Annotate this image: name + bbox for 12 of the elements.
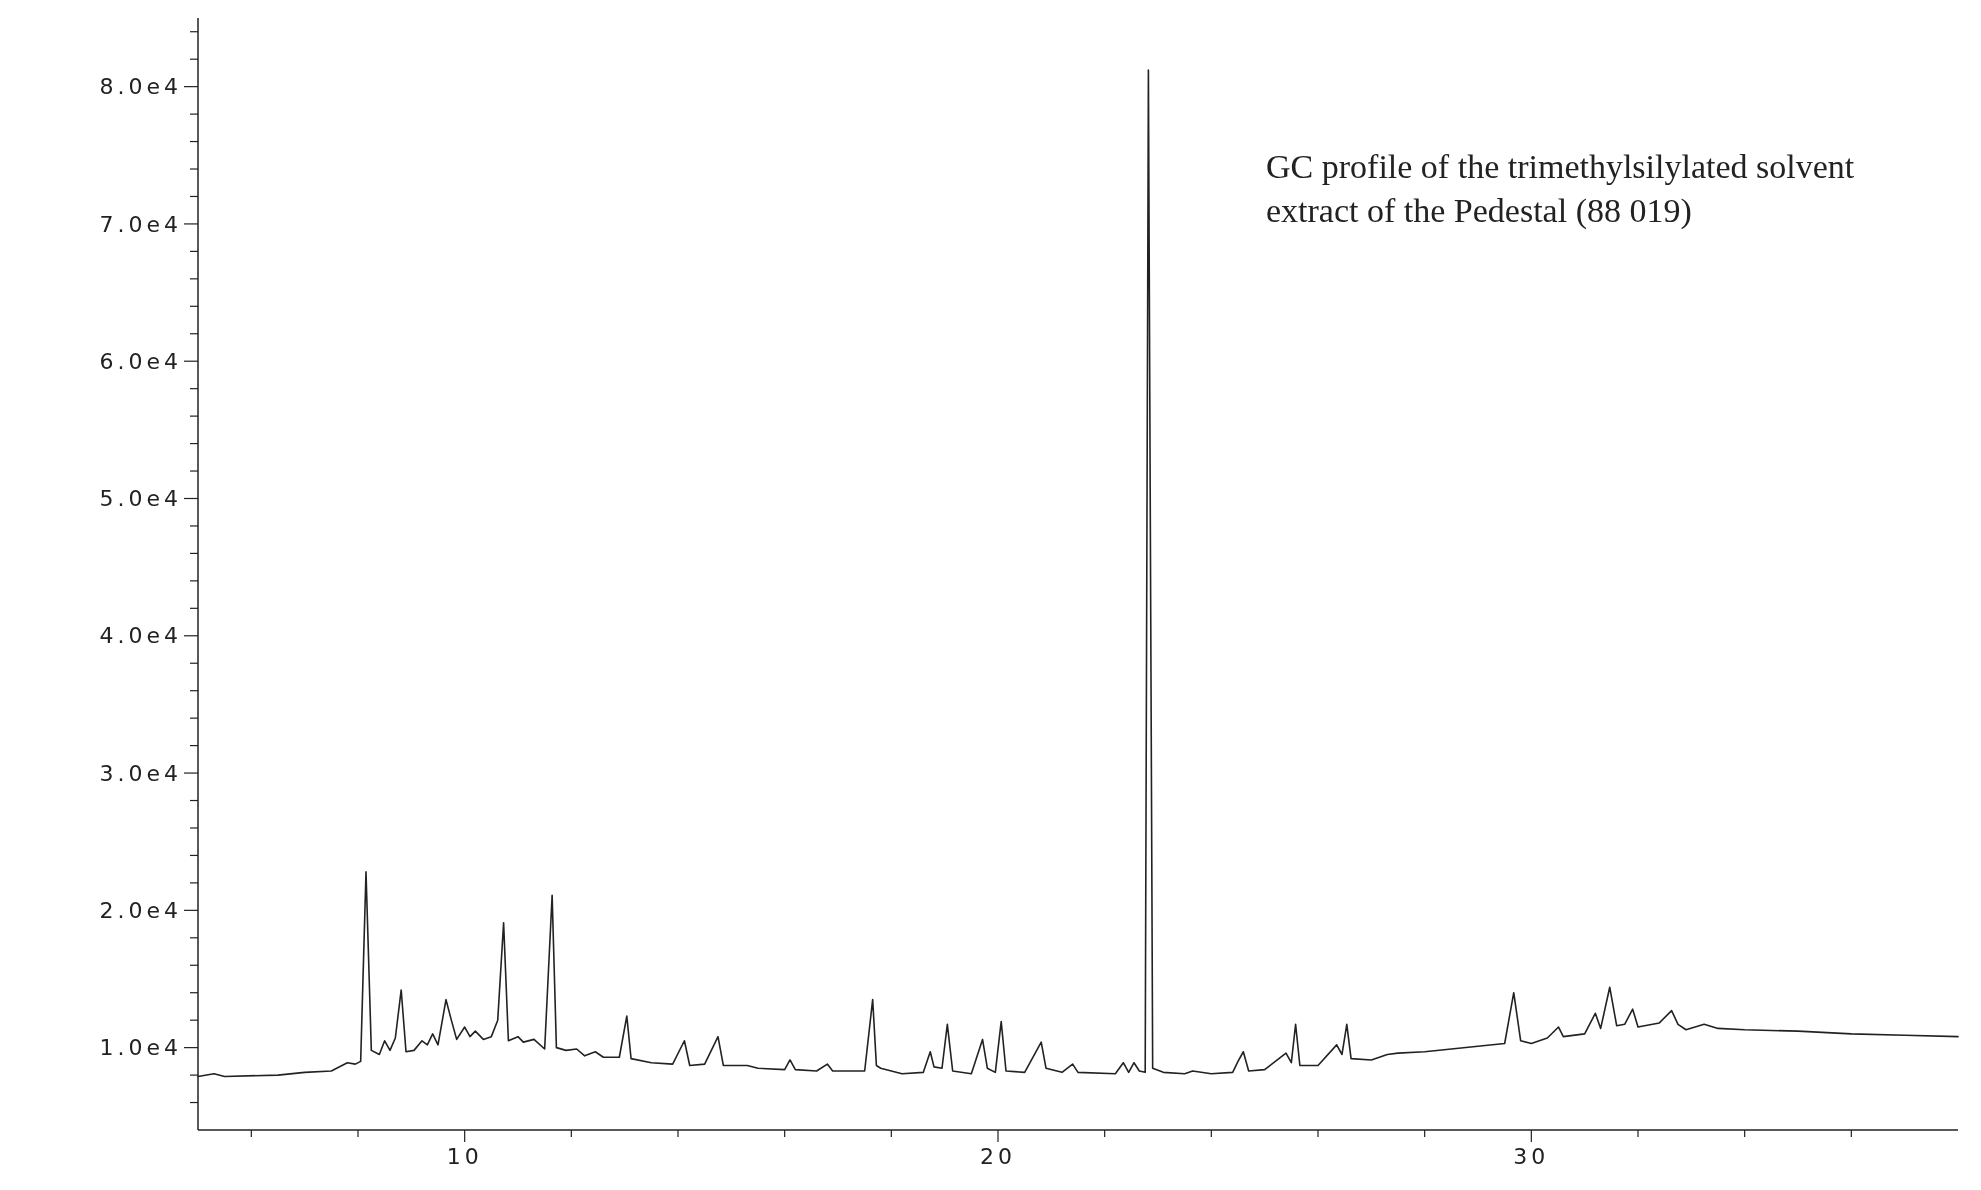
y-tick-label: 8.0e4 [99,74,182,100]
x-tick-label: 20 [980,1143,1016,1169]
y-tick-label: 4.0e4 [99,623,182,649]
y-tick-label: 1.0e4 [99,1035,182,1061]
y-tick-label: 3.0e4 [99,760,182,786]
text: GC profile of the trimethylsilylated solvent extract of the Pedestal (88 019) [1266,148,1855,230]
x-tick-label: 10 [446,1143,483,1169]
y-tick-label: 7.0e4 [99,211,182,237]
y-tick-label: 6.0e4 [99,348,182,374]
y-tick-label: 5.0e4 [99,486,182,512]
y-tick-label: 2.0e4 [99,898,182,924]
x-tick-label: 30 [1513,1143,1550,1169]
